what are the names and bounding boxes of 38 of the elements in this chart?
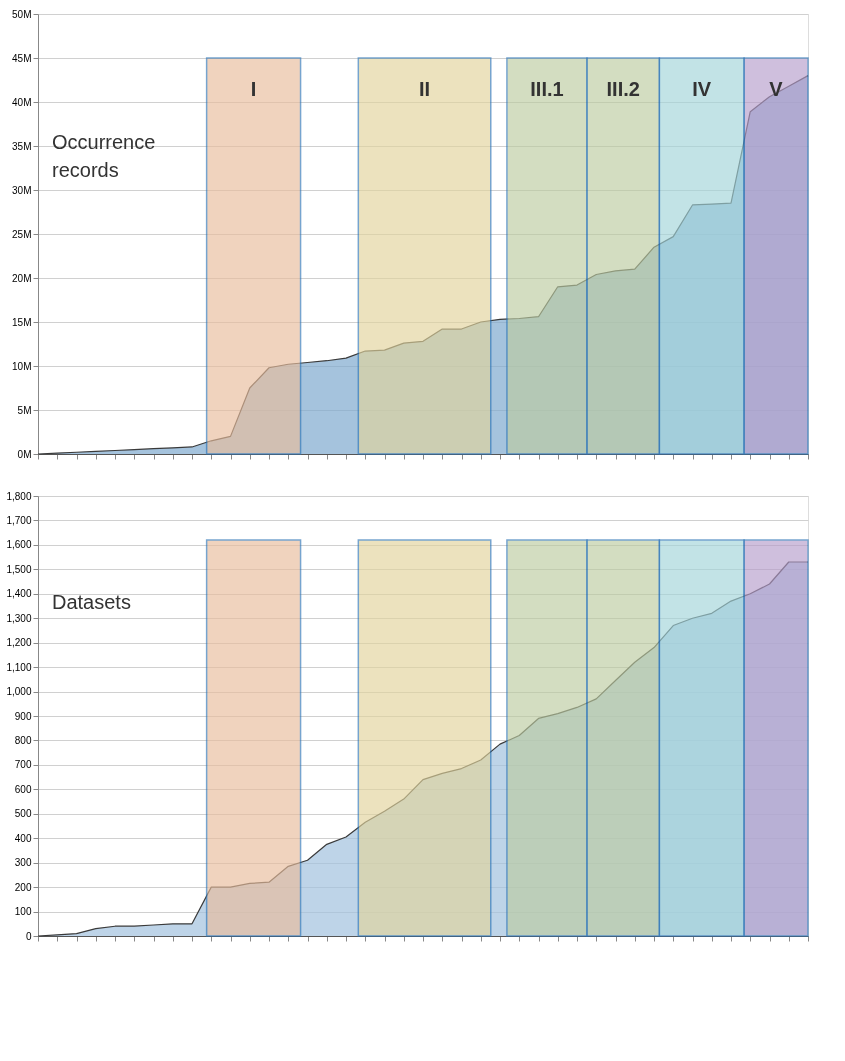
y-tick-label: 1,600 (6, 539, 32, 551)
y-tick-label: 1,800 (6, 490, 32, 502)
y-tick-label: 5M (17, 404, 32, 416)
y-tick-label: 500 (14, 808, 32, 820)
y-tick-label: 20M (12, 272, 32, 284)
y-tick-label: 30M (12, 184, 32, 196)
y-tick-label: 900 (14, 710, 32, 722)
y-tick-label: 400 (14, 832, 32, 844)
annotation: IV (692, 78, 712, 100)
y-tick-label: 1,300 (6, 612, 32, 624)
y-tick-label: 100 (14, 906, 32, 918)
y-tick-label: 800 (14, 734, 32, 746)
y-tick-label: 40M (12, 96, 32, 108)
y-tick-label: 10M (12, 360, 32, 372)
y-tick-label: 1,700 (6, 514, 32, 526)
annotation: III.2 (606, 78, 640, 100)
y-tick-label: 0M (17, 448, 32, 460)
y-tick-label: 25M (12, 228, 32, 240)
y-tick-label: 700 (14, 759, 32, 771)
y-tick-label: 1,100 (6, 661, 32, 673)
y-tick-label: 35M (12, 140, 32, 152)
y-tick-label: 1,200 (6, 637, 32, 649)
y-tick-label: 45M (12, 52, 32, 64)
annotation: V (769, 78, 784, 100)
y-tick-label: 50M (12, 8, 32, 20)
annotation: I (250, 78, 257, 100)
annotation: Datasets (52, 590, 131, 613)
y-tick-label: 300 (14, 857, 32, 869)
annotation: Occurrence records (52, 130, 156, 181)
y-tick-label: 1,400 (6, 588, 32, 600)
y-tick-label: 1,500 (6, 563, 32, 575)
y-tick-label: 200 (14, 881, 32, 893)
y-tick-label: 15M (12, 316, 32, 328)
annotation: II (418, 78, 431, 100)
y-tick-label: 1,000 (6, 686, 32, 698)
y-tick-label: 0 (25, 930, 32, 942)
annotation: III.1 (530, 78, 564, 100)
y-tick-label: 600 (14, 783, 32, 795)
